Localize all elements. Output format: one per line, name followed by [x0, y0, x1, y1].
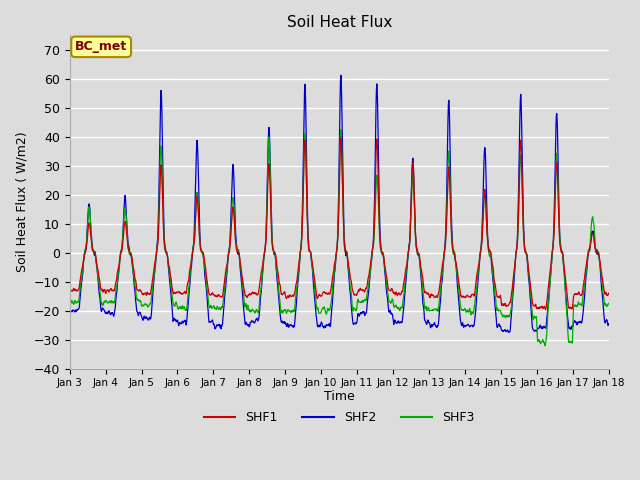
SHF2 — [173, 319, 180, 324]
SHF1 — [541, 307, 549, 312]
Legend: SHF1, SHF2, SHF3: SHF1, SHF2, SHF3 — [199, 406, 479, 429]
SHF2 — [605, 321, 612, 327]
SHF1 — [337, 136, 345, 142]
SHF1 — [173, 289, 180, 295]
Text: BC_met: BC_met — [75, 40, 127, 53]
SHF3 — [541, 341, 549, 347]
SHF3 — [173, 300, 180, 306]
SHF2 — [246, 322, 253, 328]
SHF2 — [541, 325, 549, 331]
X-axis label: Time: Time — [324, 390, 355, 403]
SHF1 — [493, 294, 501, 300]
SHF1 — [66, 284, 74, 290]
Y-axis label: Soil Heat Flux ( W/m2): Soil Heat Flux ( W/m2) — [15, 132, 28, 272]
SHF3 — [493, 305, 501, 311]
SHF3 — [66, 298, 74, 304]
SHF2 — [186, 285, 193, 290]
SHF2 — [66, 305, 74, 311]
SHF1 — [423, 291, 431, 297]
SHF3 — [541, 343, 549, 348]
SHF1 — [246, 290, 253, 296]
Title: Soil Heat Flux: Soil Heat Flux — [287, 15, 392, 30]
SHF3 — [423, 307, 431, 312]
SHF3 — [246, 309, 253, 314]
SHF3 — [186, 278, 193, 284]
SHF2 — [505, 329, 513, 335]
Line: SHF1: SHF1 — [70, 139, 609, 310]
SHF1 — [186, 269, 193, 275]
Line: SHF2: SHF2 — [70, 75, 609, 332]
Line: SHF3: SHF3 — [70, 130, 609, 346]
SHF3 — [605, 300, 612, 306]
SHF1 — [541, 306, 549, 312]
SHF2 — [337, 72, 345, 78]
SHF1 — [605, 290, 612, 296]
SHF2 — [493, 324, 501, 330]
SHF2 — [423, 320, 431, 326]
SHF3 — [337, 127, 345, 132]
